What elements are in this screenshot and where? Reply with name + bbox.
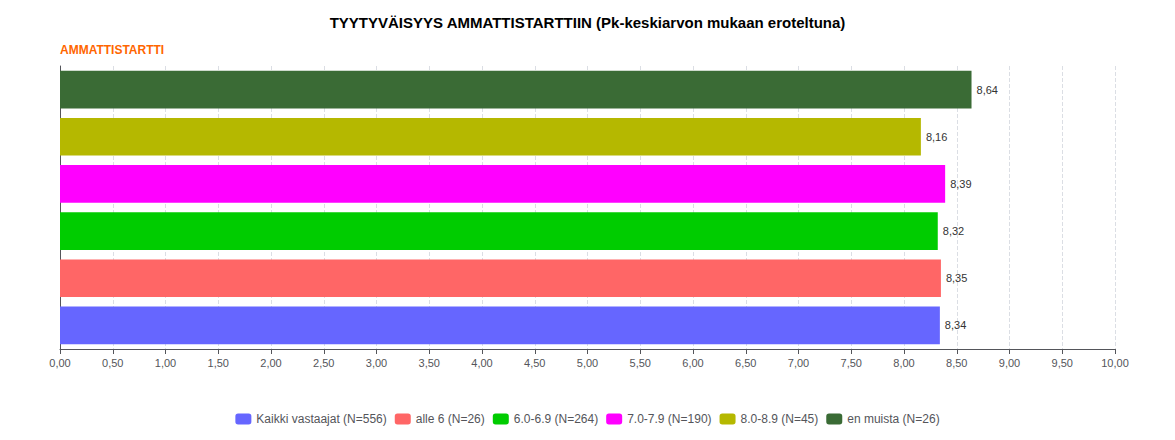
svg-text:8,39: 8,39: [950, 178, 971, 190]
svg-text:0,50: 0,50: [102, 357, 123, 369]
svg-text:TYYTYVÄISYYS AMMATTISTARTTIIN: TYYTYVÄISYYS AMMATTISTARTTIIN (Pk-keskia…: [330, 14, 846, 31]
svg-text:2,00: 2,00: [260, 357, 281, 369]
svg-text:8,32: 8,32: [943, 225, 964, 237]
svg-text:9,50: 9,50: [1052, 357, 1073, 369]
svg-text:1,50: 1,50: [208, 357, 229, 369]
svg-text:3,50: 3,50: [419, 357, 440, 369]
svg-text:10,00: 10,00: [1101, 357, 1129, 369]
svg-text:Kaikki vastaajat (N=556): Kaikki vastaajat (N=556): [256, 412, 386, 426]
svg-text:6,50: 6,50: [735, 357, 756, 369]
svg-text:4,00: 4,00: [471, 357, 492, 369]
svg-text:5,00: 5,00: [577, 357, 598, 369]
svg-text:8,16: 8,16: [926, 131, 947, 143]
svg-text:5,50: 5,50: [630, 357, 651, 369]
svg-text:en muista (N=26): en muista (N=26): [847, 412, 939, 426]
svg-text:8,35: 8,35: [946, 272, 967, 284]
svg-text:3,00: 3,00: [366, 357, 387, 369]
svg-text:8,00: 8,00: [893, 357, 914, 369]
svg-text:alle 6 (N=26): alle 6 (N=26): [416, 412, 485, 426]
svg-text:2,50: 2,50: [313, 357, 334, 369]
svg-text:6.0-6.9 (N=264): 6.0-6.9 (N=264): [514, 412, 598, 426]
svg-text:6,00: 6,00: [682, 357, 703, 369]
svg-text:8.0-8.9 (N=45): 8.0-8.9 (N=45): [741, 412, 819, 426]
svg-text:9,00: 9,00: [999, 357, 1020, 369]
svg-text:AMMATTISTARTTI: AMMATTISTARTTI: [60, 43, 164, 57]
svg-text:8,64: 8,64: [977, 84, 998, 96]
svg-text:4,50: 4,50: [524, 357, 545, 369]
svg-text:7.0-7.9 (N=190): 7.0-7.9 (N=190): [627, 412, 711, 426]
svg-text:0,00: 0,00: [49, 357, 70, 369]
svg-text:7,50: 7,50: [841, 357, 862, 369]
svg-text:1,00: 1,00: [155, 357, 176, 369]
svg-text:8,34: 8,34: [945, 319, 966, 331]
svg-text:7,00: 7,00: [788, 357, 809, 369]
svg-text:8,50: 8,50: [946, 357, 967, 369]
